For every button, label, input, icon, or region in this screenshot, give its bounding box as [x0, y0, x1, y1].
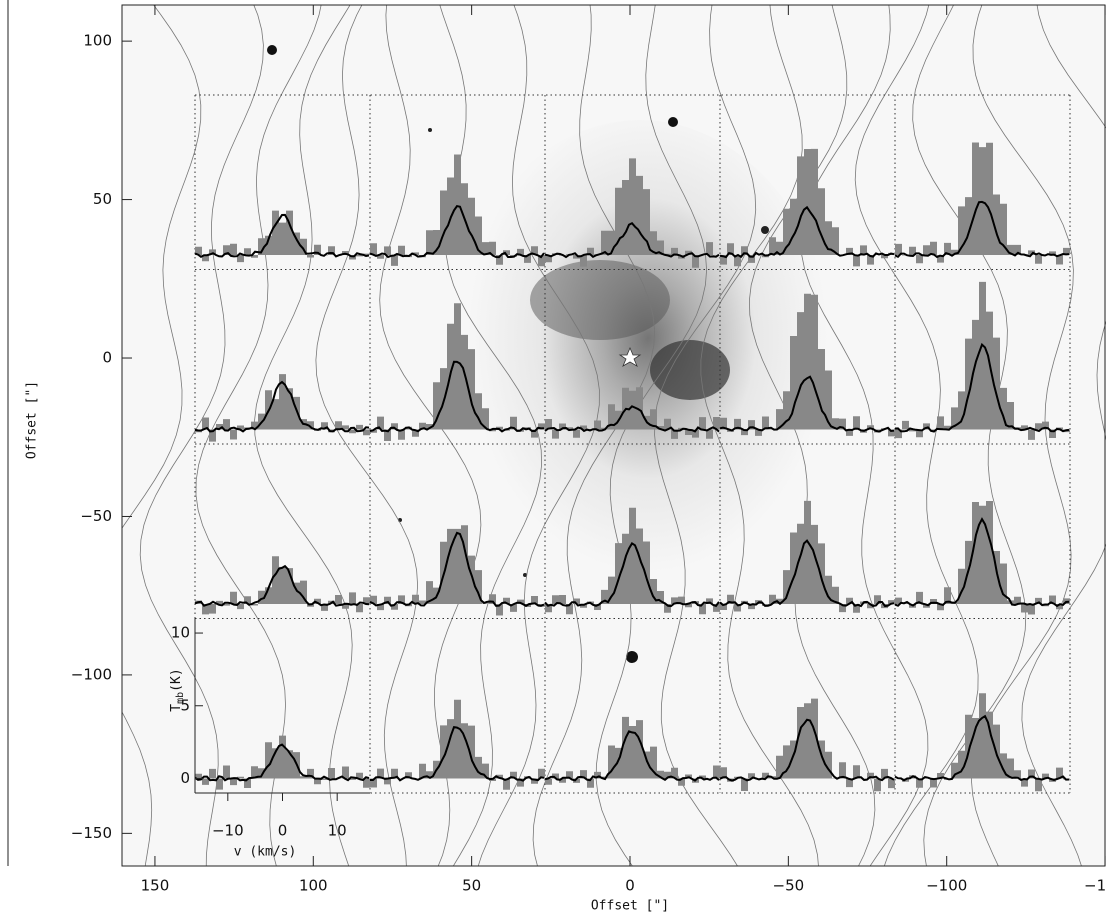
spectrum-bars: [545, 507, 720, 615]
inset-y-tick-label: 10: [171, 624, 190, 642]
contour: [800, 5, 929, 866]
x-tick-label: −50: [773, 877, 805, 895]
inset-x-tick-label: 0: [278, 822, 288, 840]
inset-y-label-main: T: [169, 704, 184, 712]
spectrum-line: [369, 531, 545, 607]
spectrum-line: [194, 743, 370, 782]
x-tick-label: −100: [926, 877, 967, 895]
spectrum-line: [194, 213, 370, 258]
inset-y-label: Tmb(K): [169, 668, 187, 711]
spectrum-line: [194, 564, 370, 607]
spectrum-line: [544, 405, 720, 433]
spectrum-line: [719, 205, 895, 259]
x-tick-label: 100: [299, 877, 328, 895]
contour: [254, 5, 353, 866]
spectrum-bars: [370, 699, 545, 790]
spectrum-line: [369, 204, 545, 259]
star-marker: [618, 346, 642, 367]
contour: [595, 5, 708, 866]
spectrum-bars: [545, 158, 720, 268]
spectrum-line: [194, 380, 370, 433]
spectrum-bars: [720, 500, 895, 613]
contour: [700, 5, 819, 866]
inset-y-tick-label: 0: [180, 769, 190, 787]
spectrum-line: [894, 200, 1070, 259]
y-tick-label: 50: [93, 190, 112, 208]
spectrum-line: [719, 718, 895, 782]
spectrum-bars: [370, 303, 545, 441]
contour: [379, 5, 482, 866]
contour: [122, 5, 202, 866]
spectrum-bars: [195, 374, 370, 442]
spectrum-line: [544, 730, 720, 782]
inset-y-label-unit: (K): [169, 668, 184, 691]
spectrum-bars: [545, 387, 720, 439]
spectrum-line: [719, 539, 895, 608]
x-tick-label: −1: [1084, 877, 1106, 895]
sky-image: [122, 5, 1106, 866]
spectrum-line: [894, 714, 1070, 782]
inset-x-tick-label: 10: [328, 822, 347, 840]
spectrum-bars: [545, 716, 720, 788]
y-axis-label: Offset ["]: [25, 381, 40, 459]
spectrum-line: [370, 725, 545, 782]
x-tick-label: 150: [141, 877, 170, 895]
contour: [532, 5, 656, 866]
spectrum-line: [369, 360, 545, 433]
contour: [654, 5, 757, 866]
spectrum-line: [894, 517, 1070, 608]
y-tick-label: 0: [102, 349, 112, 367]
inset-y-tick-label: 5: [180, 696, 190, 714]
axes: 150 100 50 0 −50 −100 −1100500−50−100−1500510−…: [71, 5, 1106, 895]
spectrum-bars: [895, 281, 1070, 440]
y-tick-label: −50: [80, 507, 112, 525]
spectrum-bars: [720, 698, 895, 792]
x-tick-label: 50: [462, 877, 481, 895]
y-tick-label: −150: [71, 824, 112, 842]
spectrum-bars: [195, 556, 370, 615]
spectrum-line: [544, 221, 720, 259]
spectrum-bars: [370, 154, 545, 267]
spectrum-bars: [895, 693, 1070, 792]
frame: [121, 4, 1106, 867]
inset-y-label-sub: mb: [175, 692, 186, 704]
contour: [748, 5, 876, 866]
contour: [315, 5, 419, 866]
spectrum-bars: [195, 735, 370, 790]
y-tick-label: −100: [71, 665, 112, 683]
spectrum-line: [544, 542, 720, 608]
spectrum-bars: [370, 525, 545, 616]
spectrum-bars: [720, 293, 895, 437]
spectrum-line: [719, 375, 895, 433]
inset-x-label: v (km/s): [234, 845, 297, 860]
x-axis-label: Offset ["]: [591, 899, 669, 914]
contour: [477, 5, 600, 866]
y-tick-label: 100: [83, 32, 112, 50]
spectrum-bars: [895, 501, 1070, 615]
spectra: [194, 142, 1070, 792]
spectrum-bars: [895, 142, 1070, 265]
contour: [139, 5, 264, 866]
spectrum-line: [894, 342, 1070, 433]
spectrum-bars: [195, 210, 370, 263]
inset-x-tick-label: −10: [212, 822, 244, 840]
x-tick-label: 0: [625, 877, 635, 895]
contour: [439, 5, 543, 866]
